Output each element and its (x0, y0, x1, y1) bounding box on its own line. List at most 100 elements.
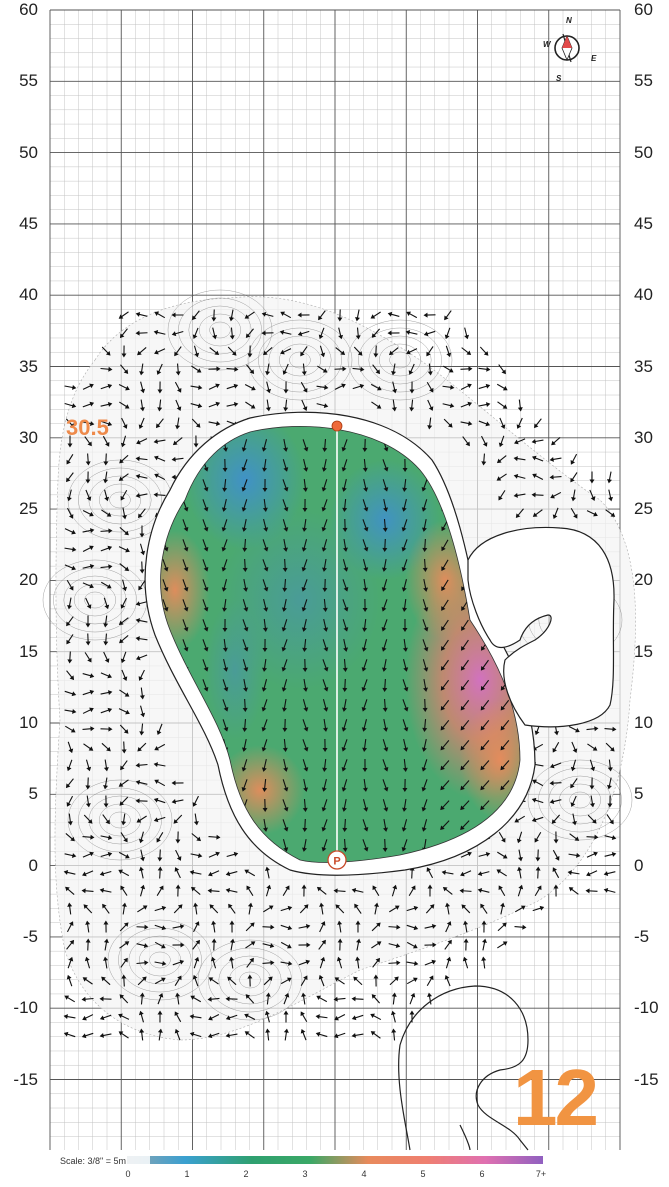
slope-arrow (406, 977, 418, 985)
slope-arrow-green (222, 719, 229, 732)
slope-arrow-green (242, 639, 249, 652)
slope-arrow (191, 365, 202, 373)
slope-arrow (66, 454, 74, 465)
y-axis-label-right: 55 (634, 71, 653, 91)
slope-arrow-green (382, 678, 388, 692)
slope-arrow (280, 977, 292, 985)
slope-arrow (103, 615, 109, 628)
slope-arrow-green (301, 619, 307, 632)
slope-arrow (135, 493, 148, 498)
slope-arrow-green (362, 559, 369, 572)
slope-arrow (391, 399, 397, 412)
slope-arrow (531, 438, 544, 444)
slope-arrow (427, 417, 433, 430)
slope-arrow (120, 885, 128, 896)
slope-arrow (532, 509, 543, 517)
slope-arrow-green (460, 780, 470, 791)
slope-arrow (65, 418, 75, 428)
y-axis-label-left: 35 (19, 356, 38, 376)
slope-arrow-green (401, 579, 408, 592)
slope-arrow-green (243, 679, 249, 692)
slope-arrow-green (321, 459, 327, 472)
y-axis-label-left: -5 (22, 926, 38, 946)
slope-arrow (66, 472, 74, 483)
slope-arrow (135, 636, 148, 642)
slope-arrow-green (423, 579, 429, 592)
slope-arrow (603, 887, 616, 893)
slope-arrow-green (382, 759, 389, 772)
slope-arrow-green (301, 599, 308, 612)
slope-arrow (478, 851, 491, 857)
contour-line (128, 935, 192, 985)
slope-arrow (102, 814, 110, 825)
slope-arrow (406, 924, 419, 931)
slope-arrow (391, 363, 397, 376)
slope-arrow (549, 799, 562, 805)
slope-arrow (157, 381, 163, 394)
slope-arrow (226, 851, 239, 858)
slope-arrow (84, 652, 92, 663)
slope-arrow (499, 417, 506, 429)
slope-arrow (208, 421, 221, 426)
slope-arrow (85, 920, 91, 933)
slope-arrow-green (322, 659, 329, 672)
slope-arrow (85, 489, 92, 502)
slope-arrow (336, 956, 343, 969)
slope-arrow-green (242, 558, 248, 572)
slope-arrow (137, 905, 148, 913)
contour-line (78, 787, 162, 853)
slope-arrow (319, 345, 326, 358)
slope-arrow (211, 938, 217, 951)
slope-arrow (247, 974, 253, 987)
slope-arrow (136, 943, 149, 949)
slope-arrow (121, 417, 128, 429)
slope-arrow (63, 870, 76, 875)
slope-arrow (138, 669, 145, 681)
slope-arrow (498, 885, 506, 897)
slope-arrow (482, 938, 487, 951)
slope-arrow-green (382, 799, 389, 812)
slope-arrow-green (362, 819, 369, 832)
slope-arrow-green (342, 599, 349, 612)
slope-arrow-green (361, 699, 368, 712)
slope-arrow (245, 994, 255, 1004)
slope-arrow (208, 401, 221, 408)
slope-arrow-green (382, 479, 389, 492)
slope-arrow-green (402, 618, 408, 632)
slope-arrow (426, 381, 434, 393)
slope-arrow (208, 1014, 220, 1021)
slope-arrow-green (302, 699, 309, 712)
slope-arrow (388, 943, 401, 949)
slope-arrow (119, 635, 129, 644)
y-axis-label-right: 60 (634, 0, 653, 19)
contour-line (178, 297, 262, 363)
slope-arrow (154, 905, 167, 912)
slope-arrow-green (301, 559, 308, 572)
slope-arrow (606, 814, 614, 825)
slope-arrow-green (182, 619, 189, 632)
slope-arrow (66, 634, 74, 645)
slope-arrow-green (401, 499, 407, 512)
slope-arrow (353, 346, 363, 356)
slope-arrow (135, 474, 148, 479)
slope-arrow (589, 471, 595, 484)
slope-arrow (570, 759, 577, 772)
slope-arrow (66, 939, 75, 950)
slope-arrow-green (460, 760, 470, 771)
slope-arrow (85, 453, 91, 466)
slope-arrow (101, 346, 111, 356)
slope-arrow (190, 403, 203, 409)
slope-arrow (298, 942, 311, 948)
contour-line (258, 327, 342, 393)
slope-arrow (103, 453, 109, 466)
slope-arrow-green (362, 598, 368, 612)
slope-arrow (245, 941, 256, 949)
slope-arrow (441, 870, 454, 876)
slope-arrow (211, 920, 217, 933)
slope-arrow (138, 580, 146, 591)
slope-arrow (514, 924, 527, 930)
slope-arrow-green (222, 699, 229, 712)
slope-arrow-green (361, 679, 368, 692)
slope-arrow (318, 310, 326, 321)
slope-arrow (137, 742, 147, 752)
